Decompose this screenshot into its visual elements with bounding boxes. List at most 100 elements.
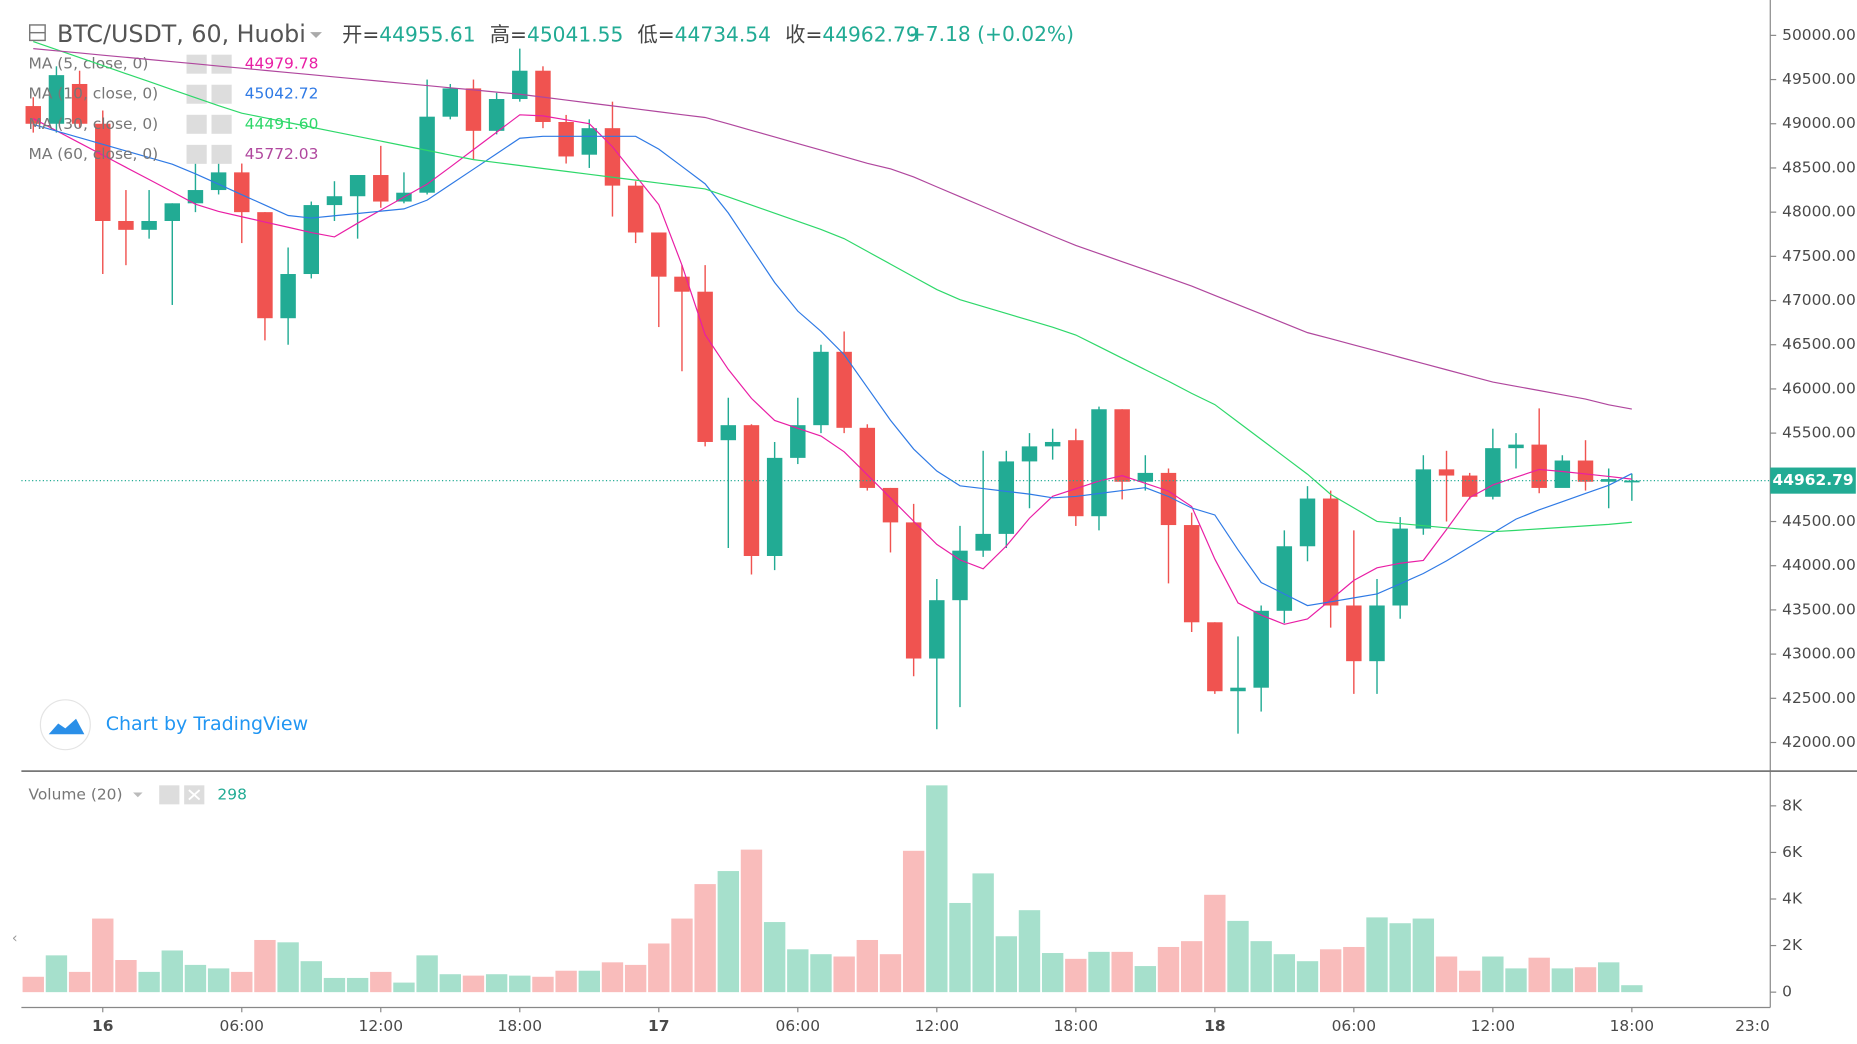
candle-body xyxy=(1461,475,1478,497)
volume-y-tick-label: 6K xyxy=(1782,843,1803,861)
y-tick-label: 43000.00 xyxy=(1782,645,1856,663)
volume-bar xyxy=(346,977,369,993)
volume-bar xyxy=(624,964,647,993)
candle-body xyxy=(1183,525,1200,623)
candle-body xyxy=(465,88,482,131)
volume-bar xyxy=(22,976,44,993)
candle-body xyxy=(558,121,574,157)
y-tick-label: 43500.00 xyxy=(1782,600,1856,618)
volume-bar xyxy=(68,971,91,993)
volume-y-tick-label: 0 xyxy=(1782,983,1792,1001)
volume-bar xyxy=(1319,949,1342,993)
ma-legend-name: MA (30, close, 0) xyxy=(29,115,159,133)
candle-body xyxy=(1322,498,1339,606)
volume-bar xyxy=(879,954,902,993)
volume-bar xyxy=(601,962,624,993)
candle-body xyxy=(535,70,551,122)
candle-body xyxy=(326,196,343,206)
volume-legend-value: 298 xyxy=(217,785,246,803)
x-tick-label: 12:00 xyxy=(359,1017,404,1035)
candle-body xyxy=(1485,448,1501,497)
settings-icon[interactable] xyxy=(186,114,207,134)
last-price-box xyxy=(1770,467,1856,494)
remove-icon[interactable] xyxy=(211,114,232,134)
candle-body xyxy=(743,425,760,556)
candle-body xyxy=(1531,444,1547,488)
volume-bar xyxy=(1065,958,1087,993)
volume-bar xyxy=(1111,951,1133,993)
volume-bar xyxy=(1366,917,1388,993)
candle-body xyxy=(303,205,320,275)
candle-body xyxy=(859,427,876,488)
remove-icon[interactable] xyxy=(211,144,232,164)
candle-body xyxy=(373,175,389,202)
settings-icon[interactable] xyxy=(186,144,207,164)
remove-icon[interactable] xyxy=(211,54,232,74)
settings-icon[interactable] xyxy=(186,84,207,104)
volume-bar xyxy=(1574,967,1597,993)
ohlc-label: 收= xyxy=(785,22,822,46)
scroll-arrow[interactable]: ‹ xyxy=(12,931,18,947)
y-tick-label: 42000.00 xyxy=(1782,733,1856,751)
y-tick-label: 48000.00 xyxy=(1782,203,1856,221)
volume-bar xyxy=(694,884,716,993)
volume-bar xyxy=(254,939,276,993)
candle-body xyxy=(720,425,737,441)
x-tick-label: 23:0 xyxy=(1735,1017,1770,1035)
settings-icon[interactable] xyxy=(159,785,180,805)
volume-bar xyxy=(995,936,1018,993)
ohlc-readout: 开=44955.61 高=45041.55 低=44734.54 收=44962.79 xyxy=(342,22,919,46)
y-tick-label: 46000.00 xyxy=(1782,379,1856,397)
candle-body xyxy=(998,461,1015,534)
volume-bar xyxy=(439,974,461,993)
legend-dropdown[interactable] xyxy=(133,792,143,798)
candle-body xyxy=(1554,460,1571,488)
volume-bar xyxy=(509,975,531,993)
y-tick-label: 48500.00 xyxy=(1782,158,1856,176)
change-readout: +7.18 (+0.02%) xyxy=(909,22,1074,46)
ma-line xyxy=(33,123,1633,607)
volume-bar xyxy=(45,955,68,993)
ma-legend-name: MA (10, close, 0) xyxy=(29,85,159,103)
volume-bar xyxy=(1041,953,1064,993)
candle-body xyxy=(1299,498,1316,547)
volume-bar xyxy=(648,943,670,993)
x-tick-label: 17 xyxy=(648,1017,669,1035)
ohlc-value: 44734.54 xyxy=(675,22,771,46)
x-tick-label: 06:00 xyxy=(220,1017,265,1035)
volume-bar xyxy=(926,785,948,993)
volume-bar xyxy=(1157,946,1180,993)
volume-bar xyxy=(1528,957,1550,993)
remove-icon[interactable] xyxy=(211,84,232,104)
x-tick-label: 18:00 xyxy=(1610,1017,1654,1035)
x-tick-label: 06:00 xyxy=(776,1017,821,1035)
volume-bar xyxy=(1343,946,1365,993)
volume-bar xyxy=(393,982,415,993)
volume-bar xyxy=(1412,918,1435,993)
volume-bar xyxy=(92,918,114,993)
title-dropdown[interactable] xyxy=(310,32,322,39)
volume-bar xyxy=(740,849,763,993)
candle-body xyxy=(1624,480,1640,483)
ohlc-label: 高= xyxy=(490,22,527,46)
candle-body xyxy=(187,190,204,204)
candle-body xyxy=(95,123,111,221)
candle-body xyxy=(836,351,852,428)
volume-bar xyxy=(671,918,693,993)
volume-bar xyxy=(717,871,739,993)
y-tick-label: 44000.00 xyxy=(1782,556,1856,574)
candle-body xyxy=(1021,446,1038,462)
watermark[interactable]: Chart by TradingView xyxy=(106,713,308,735)
candle-body xyxy=(1392,528,1408,606)
candle-body xyxy=(674,276,690,292)
volume-bar xyxy=(1597,962,1620,993)
candle-body xyxy=(71,83,88,124)
last-price-label: 44962.79 xyxy=(1773,471,1854,489)
candle-body xyxy=(164,203,180,221)
candle-body xyxy=(234,172,250,213)
tradingview-logo[interactable] xyxy=(39,699,91,751)
candle-body xyxy=(1091,409,1107,517)
volume-y-tick-label: 8K xyxy=(1782,796,1803,814)
volume-bar xyxy=(277,942,299,993)
